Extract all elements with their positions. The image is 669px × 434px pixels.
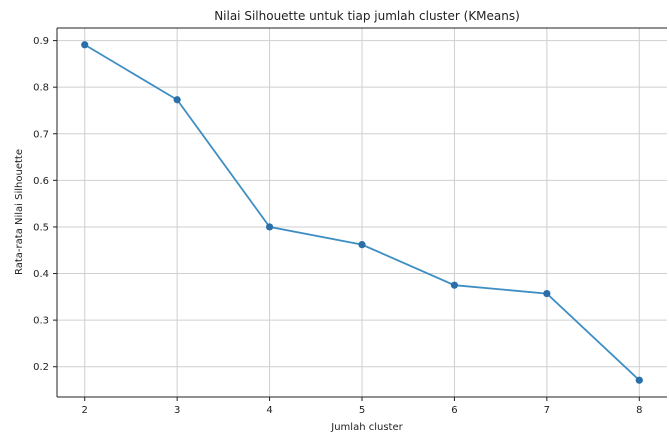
data-point — [358, 241, 366, 249]
data-point — [81, 41, 89, 49]
y-tick-label: 0.4 — [33, 269, 49, 280]
series-group — [81, 41, 643, 384]
grid-lines — [57, 28, 667, 397]
data-point — [635, 376, 643, 384]
data-point — [543, 289, 551, 298]
x-tick-label: 7 — [544, 405, 550, 416]
x-axis-ticks: 2 3 4 5 6 7 8 — [82, 397, 642, 416]
x-tick-label: 8 — [636, 405, 642, 416]
x-tick-label: 2 — [82, 405, 88, 416]
data-point — [173, 96, 181, 104]
y-tick-label: 0.3 — [33, 316, 49, 327]
y-axis-ticks: 0.2 0.3 0.4 0.5 0.6 0.7 0.8 0.9 — [33, 36, 57, 373]
data-point — [265, 223, 274, 231]
y-tick-label: 0.2 — [33, 362, 49, 373]
x-tick-label: 5 — [359, 405, 365, 416]
x-axis-label: Jumlah cluster — [330, 422, 403, 433]
x-tick-label: 6 — [451, 405, 457, 416]
y-axis-label: Rata-rata Nilai Silhouette — [14, 149, 25, 275]
data-point — [450, 281, 459, 289]
y-tick-label: 0.9 — [33, 36, 49, 47]
y-tick-label: 0.8 — [33, 83, 49, 94]
y-tick-label: 0.6 — [33, 176, 49, 187]
y-tick-label: 0.7 — [33, 129, 49, 140]
y-tick-label: 0.5 — [33, 222, 49, 233]
chart-title: Nilai Silhouette untuk tiap jumlah clust… — [214, 9, 520, 23]
x-tick-label: 3 — [174, 405, 180, 416]
x-tick-label: 4 — [266, 405, 272, 416]
